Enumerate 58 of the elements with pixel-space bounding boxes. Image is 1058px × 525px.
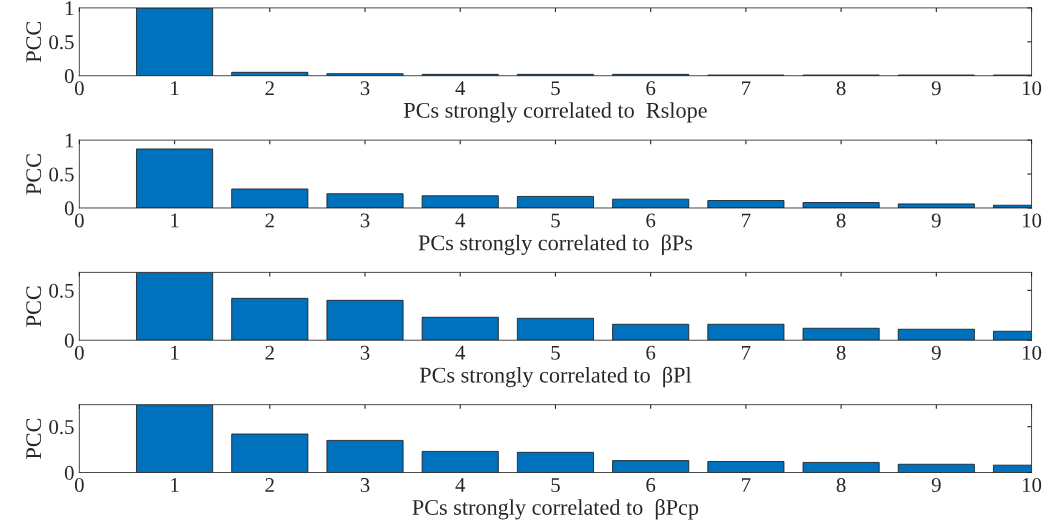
x-tick-label: 5 — [551, 81, 560, 96]
x-axis-title: PCs strongly correlated to βPcp — [412, 499, 699, 520]
x-tick-label: 6 — [646, 213, 656, 228]
x-tick-label: 8 — [836, 81, 846, 96]
x-tick-label: 5 — [551, 345, 560, 360]
x-tick-label: 3 — [360, 345, 370, 360]
y-tick-label: 1 — [65, 133, 74, 148]
y-axis-title: PCC — [26, 22, 42, 63]
x-tick-label: 3 — [360, 478, 370, 493]
x-tick-label: 7 — [742, 213, 751, 228]
y-tick-label: 0 — [64, 201, 74, 216]
y-axis-title: PCC — [26, 418, 42, 459]
x-tick-label: 3 — [360, 81, 370, 96]
y-tick-label: 0.5 — [49, 35, 74, 50]
x-tick-label: 4 — [455, 81, 466, 96]
x-tick-label: 4 — [455, 213, 466, 228]
y-axis-title: PCC — [26, 286, 42, 327]
x-tick-label: 10 — [1022, 345, 1042, 360]
x-tick-label: 3 — [360, 213, 370, 228]
x-axis-title: PCs strongly correlated to βPl — [419, 366, 692, 388]
x-tick-label: 8 — [836, 477, 846, 493]
x-tick-label: 5 — [551, 213, 560, 228]
y-tick-label: 0 — [64, 333, 74, 348]
x-tick-label: 5 — [551, 478, 560, 493]
x-tick-label: 9 — [931, 81, 941, 96]
x-tick-label: 6 — [646, 345, 656, 360]
x-tick-label: 6 — [646, 478, 656, 493]
x-tick-label: 4 — [455, 345, 466, 360]
y-tick-label: 0 — [64, 465, 74, 480]
x-tick-label: 1 — [171, 213, 179, 228]
x-tick-label: 9 — [931, 478, 941, 493]
x-tick-label: 6 — [646, 81, 656, 96]
x-tick-label: 1 — [171, 345, 179, 360]
x-tick-label: 9 — [931, 345, 941, 360]
y-tick-label: 0 — [64, 69, 74, 84]
x-tick-label: 4 — [455, 478, 466, 492]
x-axis-title: PCs strongly correlated to Rslope — [403, 102, 707, 123]
x-tick-label: 8 — [836, 345, 846, 360]
x-tick-label: 10 — [1022, 477, 1042, 493]
x-tick-label: 9 — [931, 213, 941, 228]
x-tick-label: 10 — [1022, 213, 1042, 228]
x-tick-label: 2 — [265, 345, 274, 360]
x-tick-label: 1 — [171, 81, 179, 96]
x-tick-label: 2 — [265, 213, 274, 228]
x-tick-label: 1 — [171, 478, 179, 492]
x-tick-label: 7 — [742, 478, 751, 492]
y-axis-title: PCC — [26, 154, 42, 195]
y-tick-label: 0.5 — [49, 283, 74, 298]
x-axis-title: PCs strongly correlated to βPs — [418, 234, 693, 255]
x-tick-label: 7 — [742, 345, 751, 360]
y-tick-label: 1 — [65, 1, 74, 16]
x-tick-label: 2 — [265, 81, 274, 96]
y-tick-label: 0.5 — [49, 167, 74, 182]
x-tick-label: 10 — [1022, 81, 1042, 96]
x-tick-label: 2 — [265, 478, 274, 492]
y-tick-label: 0.5 — [49, 420, 74, 435]
x-tick-label: 7 — [742, 81, 751, 96]
x-tick-label: 8 — [836, 213, 846, 228]
